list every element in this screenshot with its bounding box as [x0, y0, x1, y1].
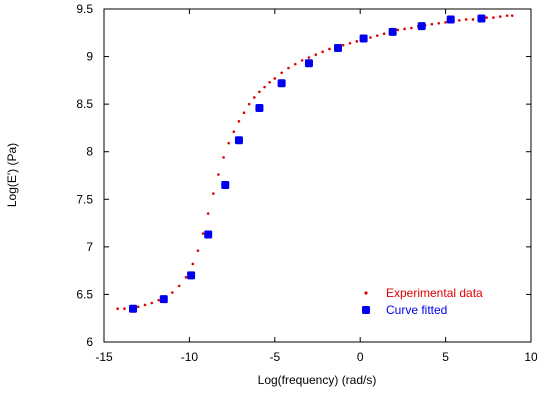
- experimental-point: [143, 303, 147, 307]
- experimental-point: [171, 291, 174, 294]
- y-tick-label: 8.5: [76, 97, 93, 111]
- experimental-point: [410, 26, 413, 30]
- fitted-point: [221, 181, 230, 190]
- y-ticks: 6 6.5 7 7.5 8 8.5 9 9.5: [76, 2, 531, 349]
- experimental-point: [430, 22, 434, 26]
- experimental-point: [307, 56, 311, 59]
- experimental-point: [396, 28, 400, 32]
- experimental-point: [444, 21, 447, 24]
- experimental-point: [341, 43, 345, 47]
- experimental-point: [403, 27, 406, 31]
- y-tick-label: 9.5: [76, 2, 93, 16]
- legend-label-fitted: Curve fitted: [386, 303, 447, 317]
- x-axis-title: Log(frequency) (rad/s): [258, 373, 377, 387]
- fitted-point: [159, 295, 168, 304]
- fitted-point: [187, 271, 196, 280]
- experimental-point: [123, 307, 126, 311]
- experimental-point: [300, 59, 304, 62]
- fitted-point: [446, 15, 455, 24]
- experimental-point: [258, 90, 261, 94]
- fitted-point: [333, 44, 342, 53]
- experimental-point: [355, 40, 359, 43]
- fitted-point: [304, 59, 313, 68]
- experimental-point: [471, 18, 475, 21]
- x-tick-label: -15: [95, 350, 113, 364]
- experimental-point: [464, 18, 468, 21]
- fitted-point: [204, 230, 213, 239]
- experimental-point: [348, 41, 352, 45]
- experimental-point: [314, 53, 318, 56]
- experimental-point: [293, 62, 297, 66]
- x-tick-label: 5: [442, 350, 449, 364]
- experimental-point: [196, 249, 200, 252]
- fitted-point: [417, 22, 426, 31]
- experimental-point: [273, 77, 277, 80]
- series-layer: [116, 14, 514, 313]
- y-tick-label: 6.5: [76, 287, 93, 301]
- experimental-point: [510, 14, 514, 17]
- experimental-point: [287, 66, 290, 70]
- x-tick-label: -10: [181, 350, 199, 364]
- fitted-point: [234, 136, 243, 145]
- legend-marker-experimental: [364, 291, 368, 295]
- experimental-point: [268, 80, 271, 84]
- experimental-point: [191, 262, 195, 266]
- experimental-point: [116, 307, 119, 311]
- experimental-point: [247, 102, 251, 106]
- experimental-point: [492, 16, 495, 19]
- y-tick-label: 7: [86, 240, 93, 254]
- experimental-point: [498, 15, 502, 18]
- experimental-point: [206, 212, 210, 215]
- experimental-point: [253, 96, 256, 99]
- x-tick-label: -5: [269, 350, 280, 364]
- fitted-point: [388, 27, 397, 36]
- experimental-point: [184, 276, 188, 279]
- experimental-point: [222, 156, 225, 159]
- experimental-point: [280, 71, 283, 75]
- experimental-point: [237, 119, 241, 123]
- x-tick-label: 10: [524, 350, 538, 364]
- y-tick-label: 6: [86, 335, 93, 349]
- fitted-point: [255, 103, 264, 112]
- experimental-point: [328, 47, 331, 51]
- experimental-point: [227, 141, 230, 145]
- y-axis-title: Log(E') (Pa): [5, 143, 19, 207]
- experimental-point: [321, 50, 324, 54]
- experimental-point: [217, 173, 220, 176]
- experimental-point: [375, 34, 379, 37]
- fitted-point: [477, 14, 486, 23]
- experimental-point: [369, 36, 372, 39]
- fitted-point: [277, 79, 286, 88]
- fitted-point: [129, 304, 138, 313]
- experimental-point: [457, 19, 461, 22]
- experimental-point: [505, 14, 509, 17]
- x-tick-label: 0: [357, 350, 364, 364]
- experimental-point: [136, 305, 140, 309]
- legend-marker-fitted: [362, 306, 370, 314]
- y-tick-label: 8: [86, 145, 93, 159]
- y-tick-label: 7.5: [76, 192, 93, 206]
- experimental-point: [150, 301, 154, 305]
- x-ticks: -15 -10 -5 0 5 10: [95, 9, 538, 364]
- experimental-point: [212, 192, 215, 195]
- experimental-point: [263, 85, 266, 89]
- legend-item-fitted: Curve fitted: [362, 303, 447, 317]
- fitted-point: [359, 34, 368, 43]
- experimental-point: [242, 111, 246, 115]
- experimental-point: [232, 130, 236, 134]
- experimental-point: [201, 232, 205, 235]
- plot-frame: [103, 8, 532, 343]
- experimental-point: [382, 32, 386, 36]
- y-tick-label: 9: [86, 50, 93, 64]
- experimental-point: [437, 21, 441, 25]
- legend: Experimental data Curve fitted: [362, 286, 483, 317]
- legend-label-experimental: Experimental data: [386, 286, 483, 300]
- experimental-point: [177, 284, 181, 288]
- experimental-point: [157, 298, 160, 302]
- experimental-point: [485, 16, 488, 19]
- legend-item-experimental: Experimental data: [364, 286, 483, 300]
